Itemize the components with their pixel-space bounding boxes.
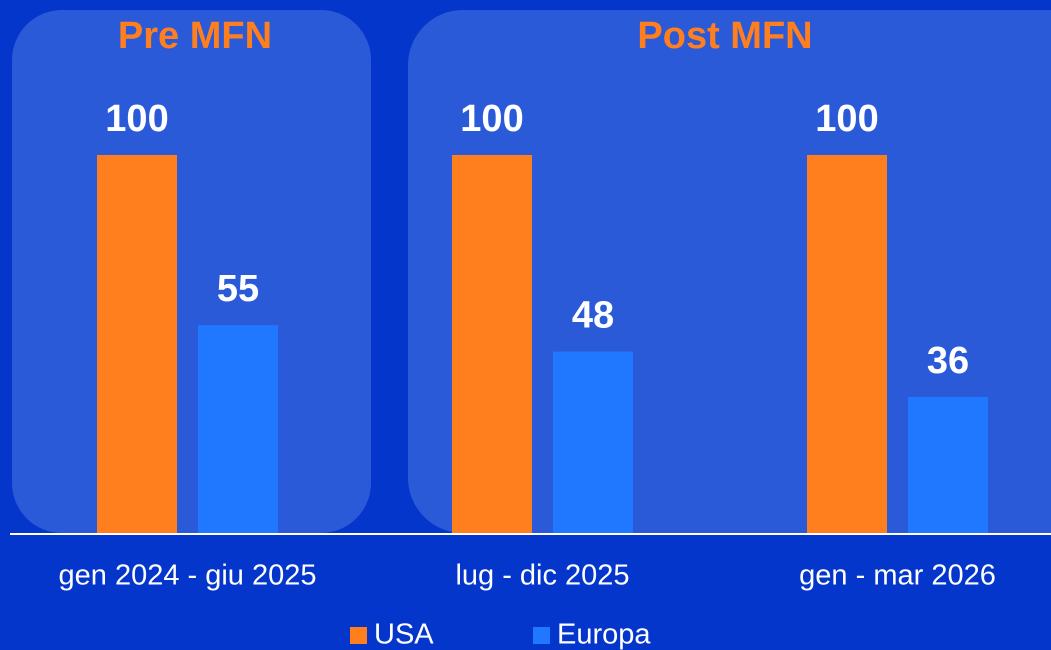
bar xyxy=(97,155,177,533)
data-label: 100 xyxy=(105,98,168,140)
legend-label: USA xyxy=(374,619,434,650)
group-panel xyxy=(12,10,371,533)
data-label: 48 xyxy=(572,295,614,337)
legend-swatch xyxy=(350,627,367,644)
group-label: Pre MFN xyxy=(118,15,272,57)
data-label: 36 xyxy=(927,340,969,382)
bar xyxy=(908,396,988,533)
legend-label: Europa xyxy=(557,619,651,650)
x-tick-label: lug - dic 2025 xyxy=(455,560,629,592)
bar xyxy=(452,155,532,533)
group-label: Post MFN xyxy=(637,15,812,57)
data-label: 100 xyxy=(815,98,878,140)
x-tick-label: gen 2024 - giu 2025 xyxy=(59,560,317,592)
bar xyxy=(807,155,887,533)
legend-swatch xyxy=(533,627,550,644)
x-tick-label: gen - mar 2026 xyxy=(799,560,996,592)
data-label: 100 xyxy=(460,98,523,140)
data-label: 55 xyxy=(217,268,259,310)
bar xyxy=(198,325,278,533)
bar xyxy=(553,351,633,533)
